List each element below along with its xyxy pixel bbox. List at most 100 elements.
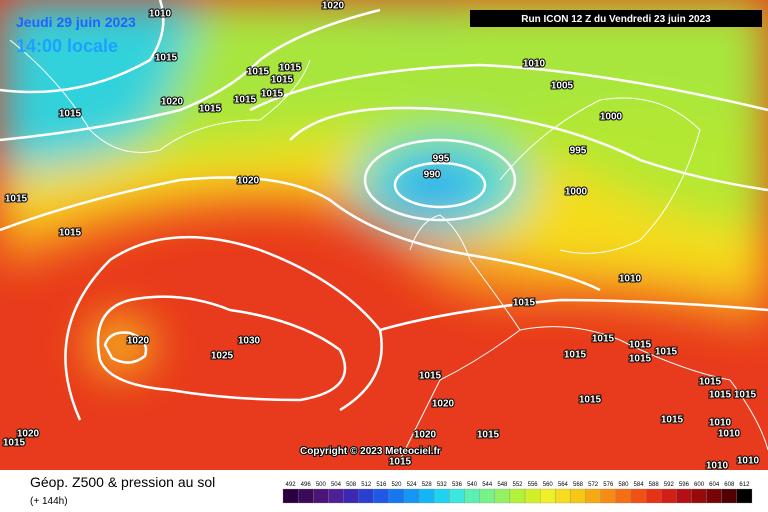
colorbar-swatch <box>509 488 526 504</box>
isobar-label: 1015 <box>234 95 257 106</box>
isobars <box>0 0 768 421</box>
colorbar-label: 584 <box>634 482 645 488</box>
colorbar-swatch <box>297 488 314 504</box>
isobar-label: 1005 <box>551 81 574 92</box>
colorbar-swatch <box>403 488 420 504</box>
isobar-label: 1025 <box>211 351 234 362</box>
isobar-label: 1010 <box>718 429 741 440</box>
colorbar-label: 544 <box>482 482 493 488</box>
isobar-label: 1020 <box>17 429 40 440</box>
run-box <box>470 10 762 27</box>
isobar-label: 1015 <box>419 371 442 382</box>
colorbar-label: 496 <box>301 482 312 488</box>
footer-title: Géop. Z500 & pression au sol <box>30 474 215 490</box>
isobar-label: 1015 <box>5 194 28 205</box>
colorbar-swatch <box>524 488 541 504</box>
colorbar-label: 512 <box>361 482 372 488</box>
colorbar-label: 532 <box>437 482 448 488</box>
colorbar-swatch <box>661 488 677 504</box>
colorbar-label: 612 <box>739 482 750 488</box>
colorbar-label: 564 <box>558 482 569 488</box>
colorbar-label: 520 <box>391 482 402 488</box>
isobar-label: 1010 <box>737 456 760 467</box>
colorbar-swatch <box>282 488 299 504</box>
colorbar-label: 568 <box>573 482 584 488</box>
isobar-label: 1015 <box>279 63 302 74</box>
field <box>0 0 768 470</box>
isobar-label: 1015 <box>564 350 587 361</box>
isobar-label: 1015 <box>155 53 178 64</box>
colorbar-swatch <box>388 488 405 504</box>
colorbar-swatch <box>676 488 692 504</box>
isobar-label: 1015 <box>579 395 602 406</box>
isobar-label: 1015 <box>389 457 412 468</box>
isobar-label: 1015 <box>513 298 536 309</box>
time-label: 14:00 locale <box>16 36 118 56</box>
isobar-label: 1015 <box>199 104 222 115</box>
isobar-label: 1015 <box>629 354 652 365</box>
colorbar-label: 600 <box>694 482 705 488</box>
isobar-label: 995 <box>433 154 450 165</box>
colorbar-swatch <box>736 488 753 504</box>
colorbar-label: 596 <box>679 482 690 488</box>
colorbar-label: 560 <box>543 482 554 488</box>
isobar-label: 1015 <box>709 390 732 401</box>
colorbar-label: 540 <box>467 482 478 488</box>
isobar-label: 1015 <box>59 109 82 120</box>
colorbar-label: 500 <box>316 482 327 488</box>
isobar-label: 1020 <box>127 336 150 347</box>
colorbar-label: 592 <box>664 482 675 488</box>
isobar-label: 1010 <box>619 274 642 285</box>
colorbar-swatch <box>600 488 616 504</box>
isobar-label: 1015 <box>261 89 284 100</box>
isobar-label: 1000 <box>565 187 588 198</box>
colorbar-swatch <box>358 488 374 504</box>
colorbar-swatch <box>691 488 707 504</box>
colorbar-swatch <box>373 488 390 504</box>
colorbar-swatch <box>585 488 601 504</box>
isobar-label: 1015 <box>734 390 757 401</box>
colorbar-label: 548 <box>497 482 508 488</box>
colorbar-swatch <box>721 488 738 504</box>
isobar-label: 1015 <box>247 67 270 78</box>
isobar-label: 990 <box>424 170 441 181</box>
isobar-label: 1015 <box>59 228 82 239</box>
colorbar-swatch <box>479 488 495 504</box>
date-label: Jeudi 29 juin 2023 <box>16 14 136 30</box>
colorbar-label: 508 <box>346 482 357 488</box>
colorbar-label: 492 <box>286 482 297 488</box>
colorbar-swatch <box>540 488 556 504</box>
colorbar-swatch <box>313 488 329 504</box>
colorbar-label: 576 <box>603 482 614 488</box>
colorbar-swatch <box>645 488 662 504</box>
colorbar-swatch <box>434 488 450 504</box>
isobar-label: 1030 <box>238 336 261 347</box>
isobar-label: 1000 <box>600 112 623 123</box>
isobar-label: 1010 <box>706 461 729 472</box>
copyright: Copyright © 2023 Meteociel.fr <box>300 446 441 457</box>
colorbar-label: 528 <box>422 482 433 488</box>
isobar-label: 1015 <box>477 430 500 441</box>
colorbar-label: 552 <box>512 482 523 488</box>
colorbar-swatch <box>555 488 571 504</box>
colorbar-label: 556 <box>528 482 539 488</box>
colorbar-label: 516 <box>376 482 387 488</box>
colorbar-swatch <box>449 488 465 504</box>
colorbar-swatch <box>615 488 632 504</box>
isobar-label: 1020 <box>414 430 437 441</box>
isobar-label: 1015 <box>3 438 26 449</box>
isobar-label: 1020 <box>432 399 455 410</box>
colorbar-swatch <box>494 488 511 504</box>
isobar-label: 1010 <box>523 59 546 70</box>
footer-lead: (+ 144h) <box>30 496 68 507</box>
isobar-label: 1020 <box>322 1 345 12</box>
colorbar-label: 588 <box>649 482 660 488</box>
colorbar-label: 524 <box>407 482 418 488</box>
coastlines <box>9 39 768 461</box>
colorbar-swatch <box>630 488 647 504</box>
isobar-label: 995 <box>570 146 587 157</box>
colorbar-label: 504 <box>331 482 342 488</box>
run-label: Run ICON 12 Z du Vendredi 23 juin 2023 <box>521 14 711 25</box>
